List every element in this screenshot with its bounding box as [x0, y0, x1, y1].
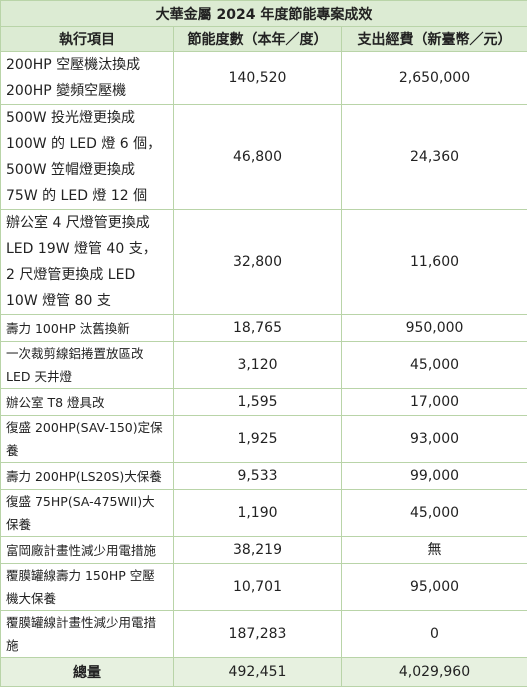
item-line: 2 尺燈管更換成 LED — [6, 267, 136, 283]
table-row: 辦公室 T8 燈具改 1,595 17,000 — [0, 388, 527, 416]
item-line: 保養 — [6, 517, 32, 532]
item-line: 500W 投光燈更換成 — [6, 110, 136, 126]
kwh-cell: 187,283 — [173, 610, 342, 658]
item-line: LED 天井燈 — [6, 369, 72, 384]
item-cell: 200HP 空壓機汰換成 200HP 變頻空壓機 — [0, 51, 174, 105]
cost-cell: 45,000 — [340, 341, 527, 389]
item-line: 壽力 100HP 汰舊換新 — [6, 320, 130, 336]
kwh-cell: 46,800 — [173, 104, 342, 210]
cost-cell: 2,650,000 — [340, 51, 527, 105]
item-cell: 500W 投光燈更換成 100W 的 LED 燈 6 個， 500W 笠帽燈更換… — [0, 104, 174, 210]
item-cell: 壽力 100HP 汰舊換新 — [0, 314, 174, 342]
item-line: 辦公室 4 尺燈管更換成 — [6, 215, 150, 231]
item-line: 10W 燈管 80 支 — [6, 293, 111, 309]
header-kwh: 節能度數（本年／度） — [173, 26, 342, 52]
total-cost: 4,029,960 — [340, 657, 527, 687]
cost-cell: 0 — [340, 610, 527, 658]
item-line: 富岡廠計畫性減少用電措施 — [6, 542, 157, 558]
header-cost: 支出經費（新臺幣／元） — [340, 26, 527, 52]
kwh-cell: 18,765 — [173, 314, 342, 342]
item-line: LED 19W 燈管 40 支， — [6, 241, 157, 257]
item-cell: 覆膜罐線計畫性減少用電措 施 — [0, 610, 174, 658]
cost-cell: 950,000 — [340, 314, 527, 342]
item-line: 辦公室 T8 燈具改 — [6, 394, 105, 410]
item-cell: 辦公室 4 尺燈管更換成 LED 19W 燈管 40 支， 2 尺燈管更換成 L… — [0, 209, 174, 315]
table-row: 200HP 空壓機汰換成 200HP 變頻空壓機 140,520 2,650,0… — [0, 51, 527, 105]
table-row: 壽力 100HP 汰舊換新 18,765 950,000 — [0, 314, 527, 342]
item-line: 機大保養 — [6, 591, 57, 606]
table-row: 一次裁剪線鋁捲置放區改 LED 天井燈 3,120 45,000 — [0, 341, 527, 389]
item-cell: 一次裁剪線鋁捲置放區改 LED 天井燈 — [0, 341, 174, 389]
cost-cell: 17,000 — [340, 388, 527, 416]
item-line: 壽力 200HP(LS20S)大保養 — [6, 468, 162, 484]
item-cell: 覆膜罐線壽力 150HP 空壓 機大保養 — [0, 563, 174, 611]
item-line: 500W 笠帽燈更換成 — [6, 162, 136, 178]
item-line: 復盛 200HP(SAV-150)定保 — [6, 420, 163, 435]
kwh-cell: 1,595 — [173, 388, 342, 416]
item-line: 覆膜罐線計畫性減少用電措 — [6, 615, 157, 630]
item-cell: 復盛 200HP(SAV-150)定保 養 — [0, 415, 174, 463]
item-cell: 富岡廠計畫性減少用電措施 — [0, 536, 174, 564]
table-title: 大華金屬 2024 年度節能專案成效 — [0, 0, 527, 27]
table-row: 500W 投光燈更換成 100W 的 LED 燈 6 個， 500W 笠帽燈更換… — [0, 104, 527, 210]
item-line: 100W 的 LED 燈 6 個， — [6, 136, 162, 152]
cost-cell: 95,000 — [340, 563, 527, 611]
item-line: 覆膜罐線壽力 150HP 空壓 — [6, 568, 155, 583]
cost-cell: 45,000 — [340, 489, 527, 537]
kwh-cell: 10,701 — [173, 563, 342, 611]
kwh-cell: 38,219 — [173, 536, 342, 564]
table-row: 復盛 75HP(SA-475WII)大 保養 1,190 45,000 — [0, 489, 527, 537]
kwh-cell: 32,800 — [173, 209, 342, 315]
kwh-cell: 140,520 — [173, 51, 342, 105]
kwh-cell: 1,925 — [173, 415, 342, 463]
cost-cell: 93,000 — [340, 415, 527, 463]
item-line: 75W 的 LED 燈 12 個 — [6, 188, 148, 204]
table-row: 復盛 200HP(SAV-150)定保 養 1,925 93,000 — [0, 415, 527, 463]
kwh-cell: 3,120 — [173, 341, 342, 389]
total-row: 總量 492,451 4,029,960 — [0, 657, 527, 687]
cost-cell: 99,000 — [340, 462, 527, 490]
item-cell: 辦公室 T8 燈具改 — [0, 388, 174, 416]
kwh-cell: 9,533 — [173, 462, 342, 490]
kwh-cell: 1,190 — [173, 489, 342, 537]
table-row: 壽力 200HP(LS20S)大保養 9,533 99,000 — [0, 462, 527, 490]
cost-cell: 24,360 — [340, 104, 527, 210]
table-row: 覆膜罐線計畫性減少用電措 施 187,283 0 — [0, 610, 527, 658]
total-kwh: 492,451 — [173, 657, 342, 687]
item-line: 養 — [6, 443, 19, 458]
table-row: 覆膜罐線壽力 150HP 空壓 機大保養 10,701 95,000 — [0, 563, 527, 611]
item-line: 復盛 75HP(SA-475WII)大 — [6, 494, 155, 509]
item-line: 一次裁剪線鋁捲置放區改 — [6, 346, 144, 361]
item-cell: 復盛 75HP(SA-475WII)大 保養 — [0, 489, 174, 537]
item-line: 施 — [6, 638, 19, 653]
header-row: 執行項目 節能度數（本年／度） 支出經費（新臺幣／元） — [0, 26, 527, 52]
table-row: 富岡廠計畫性減少用電措施 38,219 無 — [0, 536, 527, 564]
total-label: 總量 — [0, 657, 174, 687]
table-row: 辦公室 4 尺燈管更換成 LED 19W 燈管 40 支， 2 尺燈管更換成 L… — [0, 209, 527, 315]
cost-cell: 無 — [340, 536, 527, 564]
cost-cell: 11,600 — [340, 209, 527, 315]
header-item: 執行項目 — [0, 26, 174, 52]
item-line: 200HP 變頻空壓機 — [6, 83, 127, 99]
item-cell: 壽力 200HP(LS20S)大保養 — [0, 462, 174, 490]
item-line: 200HP 空壓機汰換成 — [6, 57, 141, 73]
